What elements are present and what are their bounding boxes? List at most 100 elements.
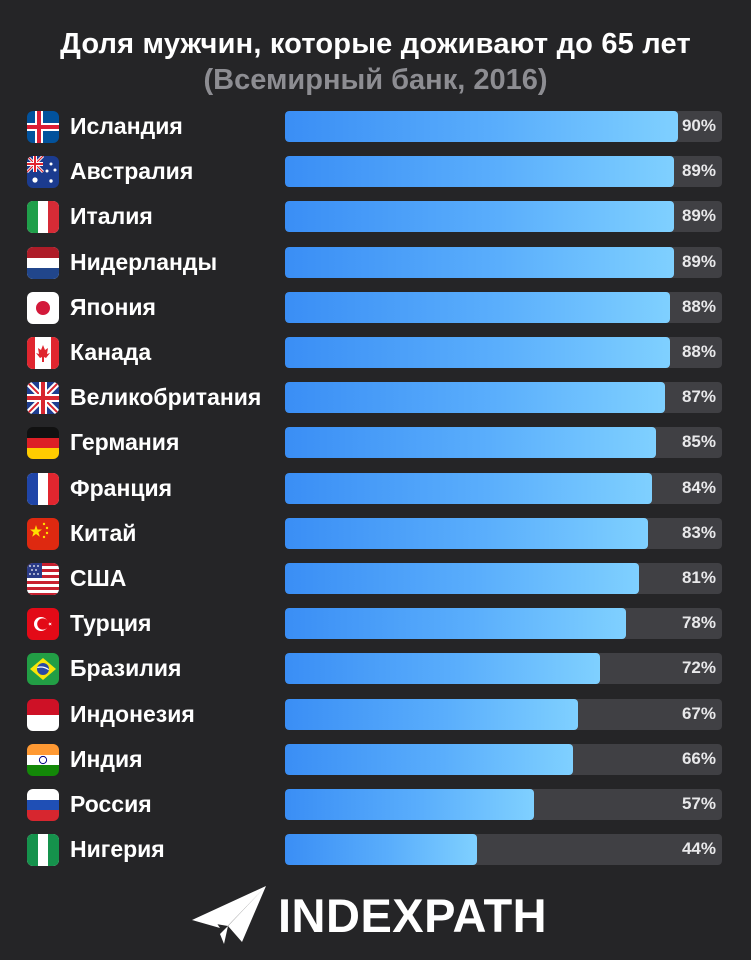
chart-title: Доля мужчин, которые доживают до 65 лет [60,28,691,60]
data-label: 84% [681,477,716,497]
brand-name: INDEXPATH [278,889,548,942]
bar-row: Россия 57% [0,788,751,822]
bar-track: 87% [285,382,722,414]
bar-track: 44% [285,834,722,866]
data-label: 72% [681,658,716,678]
bar [285,337,670,368]
bar [285,698,578,730]
bar-track: 67% [285,698,722,730]
bar-track: 83% [285,517,722,549]
category-label: Нидерланды [70,248,218,275]
bar [285,472,652,504]
india-flag-icon [27,743,59,776]
data-label: 66% [681,748,716,768]
category-label: Бразилия [70,655,182,682]
bar-track: 90% [285,111,722,142]
category-label: Канада [70,339,152,365]
bar-track: 78% [285,608,722,640]
category-label: Япония [70,293,156,320]
bar-track: 66% [285,743,722,775]
china-flag-icon [27,517,59,550]
data-label: 89% [681,206,716,226]
usa-flag-icon [27,563,59,595]
bar [285,743,573,775]
bar [285,563,639,594]
canada-flag-icon [27,337,59,369]
bar-row: Франция 84% [0,472,751,506]
australia-flag-icon [27,156,59,189]
category-label: Индия [70,745,143,772]
turkey-flag-icon [27,608,59,641]
data-label: 89% [681,251,716,271]
bar-track: 89% [285,156,722,188]
category-label: Нигерия [70,836,165,863]
bar [285,517,648,549]
data-label: 44% [681,839,716,859]
brand-logo: INDEXPATH [190,882,570,946]
paper-plane-icon [192,886,266,944]
bar-track: 89% [285,201,722,233]
iceland-flag-icon [27,111,59,143]
bar-row: Индия 66% [0,743,751,777]
bar [285,246,674,278]
category-label: Турция [70,610,152,637]
bar-track: 85% [285,427,722,459]
data-label: 87% [681,387,716,407]
indonesia-flag-icon [27,698,59,731]
data-label: 88% [681,342,716,361]
japan-flag-icon [27,291,59,324]
bar [285,427,656,459]
category-label: Индонезия [70,700,195,727]
bar-row: США 81% [0,562,751,596]
category-label: Россия [70,791,152,817]
bar [285,291,670,323]
bar-row: Бразилия 72% [0,652,751,686]
bar-row: Великобритания 87% [0,381,751,415]
bar [285,789,534,820]
bar [285,834,477,866]
bar-track: 72% [285,653,722,685]
category-label: США [70,565,127,591]
bar [285,653,600,685]
bar-row: Нидерланды 89% [0,246,751,280]
bar-track: 88% [285,337,722,368]
bar-row: Нигерия 44% [0,833,751,867]
bar [285,382,665,414]
bar-row: Япония 88% [0,291,751,325]
italy-flag-icon [27,201,59,234]
data-label: 78% [681,613,716,633]
bar-row: Исландия 90% [0,110,751,144]
bar [285,201,674,233]
bar-row: Китай 83% [0,517,751,551]
chart-subtitle: (Всемирный банк, 2016) [203,64,548,96]
bar-row: Турция 78% [0,607,751,641]
category-label: Великобритания [70,384,262,411]
russia-flag-icon [27,789,59,821]
data-label: 57% [681,794,716,813]
bar-track: 81% [285,563,722,594]
category-label: Германия [70,429,180,456]
bar-track: 89% [285,246,722,278]
bar-row: Индонезия 67% [0,698,751,732]
bar-row: Италия 89% [0,200,751,234]
bar-row: Австралия 89% [0,155,751,189]
bar [285,608,626,640]
bar [285,111,678,142]
bar-row: Германия 85% [0,426,751,460]
category-label: Китай [70,519,137,546]
category-label: Франция [70,474,173,501]
brazil-flag-icon [27,653,59,686]
category-label: Исландия [70,113,183,139]
netherlands-flag-icon [27,246,59,279]
france-flag-icon [27,472,59,505]
data-label: 83% [681,522,716,542]
data-label: 89% [681,161,716,181]
data-label: 81% [681,568,716,587]
category-label: Австралия [70,158,194,185]
germany-flag-icon [27,427,59,460]
data-label: 90% [681,116,716,135]
bar-row: Канада 88% [0,336,751,370]
data-label: 67% [681,703,716,723]
bar [285,156,674,188]
data-label: 85% [681,432,716,452]
